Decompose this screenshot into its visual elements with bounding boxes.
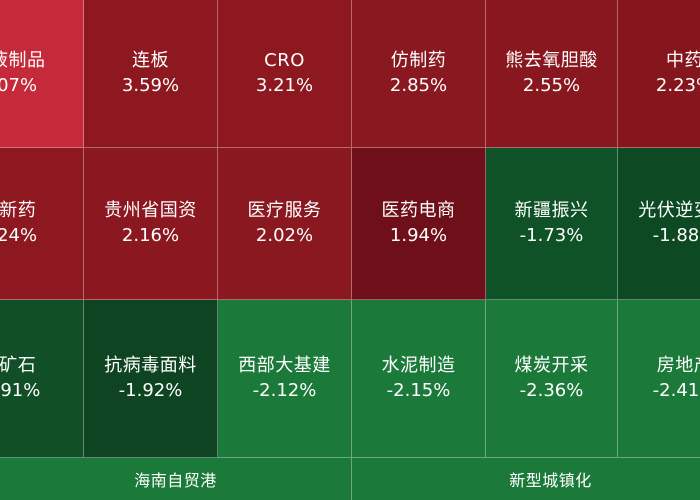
tile-name: 光伏逆变器 xyxy=(638,200,700,221)
tile-name: 抗病毒面料 xyxy=(104,355,197,376)
tile-change: -2.12% xyxy=(252,380,317,401)
tile-name: 中药 xyxy=(666,50,700,71)
tile-change: 2.23% xyxy=(655,75,700,96)
heatmap-tile[interactable]: 煤炭开采 -2.36% xyxy=(486,300,618,458)
heatmap-tile[interactable]: 光伏逆变器 -1.88% xyxy=(618,148,700,300)
tile-name: 创新药 xyxy=(0,200,37,221)
heatmap-tile[interactable]: 西部大基建 -2.12% xyxy=(218,300,352,458)
tile-name: 熊去氧胆酸 xyxy=(505,50,598,71)
heatmap-tile[interactable]: 海南自贸港 xyxy=(0,458,352,500)
tile-name: 煤炭开采 xyxy=(514,355,589,376)
heatmap-tile[interactable]: 连板 3.59% xyxy=(84,0,218,148)
tile-change: -2.41% xyxy=(652,380,700,401)
heatmap-tile[interactable]: 医疗服务 2.02% xyxy=(218,148,352,300)
tile-name: 医疗服务 xyxy=(247,200,322,221)
tile-name: 水泥制造 xyxy=(381,355,456,376)
heatmap-tile[interactable]: 中药 2.23% xyxy=(618,0,700,148)
tile-change: 2.02% xyxy=(255,225,314,246)
tile-name: 血液制品 xyxy=(0,50,46,71)
tile-change: 1.94% xyxy=(389,225,448,246)
tile-name: 新疆振兴 xyxy=(514,200,589,221)
tile-change: 3.21% xyxy=(255,75,314,96)
tile-change: 2.55% xyxy=(522,75,581,96)
tile-change: -2.15% xyxy=(386,380,451,401)
heatmap-tile[interactable]: 贵州省国资 2.16% xyxy=(84,148,218,300)
tile-change: -1.92% xyxy=(118,380,183,401)
heatmap-tile[interactable]: 血液制品 4.07% xyxy=(0,0,84,148)
tile-change: -1.91% xyxy=(0,380,41,401)
tile-change: 2.24% xyxy=(0,225,38,246)
tile-name: 连板 xyxy=(132,50,169,71)
heatmap-tile[interactable]: 水泥制造 -2.15% xyxy=(352,300,486,458)
tile-name: 贵州省国资 xyxy=(104,200,197,221)
tile-change: -1.88% xyxy=(652,225,700,246)
tile-name: 海南自贸港 xyxy=(134,471,217,490)
heatmap-tile[interactable]: 创新药 2.24% xyxy=(0,148,84,300)
heatmap-tile[interactable]: 抗病毒面料 -1.92% xyxy=(84,300,218,458)
tile-change: 2.85% xyxy=(389,75,448,96)
tile-change: -1.73% xyxy=(519,225,584,246)
tile-name: 铁矿石 xyxy=(0,355,37,376)
tile-change: 4.07% xyxy=(0,75,38,96)
heatmap-tile[interactable]: 医药电商 1.94% xyxy=(352,148,486,300)
heatmap-tile[interactable]: CRO 3.21% xyxy=(218,0,352,148)
heatmap-tile[interactable]: 新疆振兴 -1.73% xyxy=(486,148,618,300)
tile-change: 3.59% xyxy=(121,75,180,96)
tile-name: 房地产 xyxy=(656,355,700,376)
tile-name: CRO xyxy=(264,50,305,71)
tile-name: 新型城镇化 xyxy=(509,471,592,490)
heatmap-tile[interactable]: 熊去氧胆酸 2.55% xyxy=(486,0,618,148)
heatmap-tile[interactable]: 新型城镇化 xyxy=(352,458,700,500)
tile-name: 医药电商 xyxy=(381,200,456,221)
heatmap-tile[interactable]: 房地产 -2.41% xyxy=(618,300,700,458)
tile-change: -2.36% xyxy=(519,380,584,401)
tile-name: 西部大基建 xyxy=(238,355,331,376)
tile-change: 2.16% xyxy=(121,225,180,246)
tile-name: 仿制药 xyxy=(390,50,447,71)
heatmap-tile[interactable]: 仿制药 2.85% xyxy=(352,0,486,148)
heatmap-tile[interactable]: 铁矿石 -1.91% xyxy=(0,300,84,458)
